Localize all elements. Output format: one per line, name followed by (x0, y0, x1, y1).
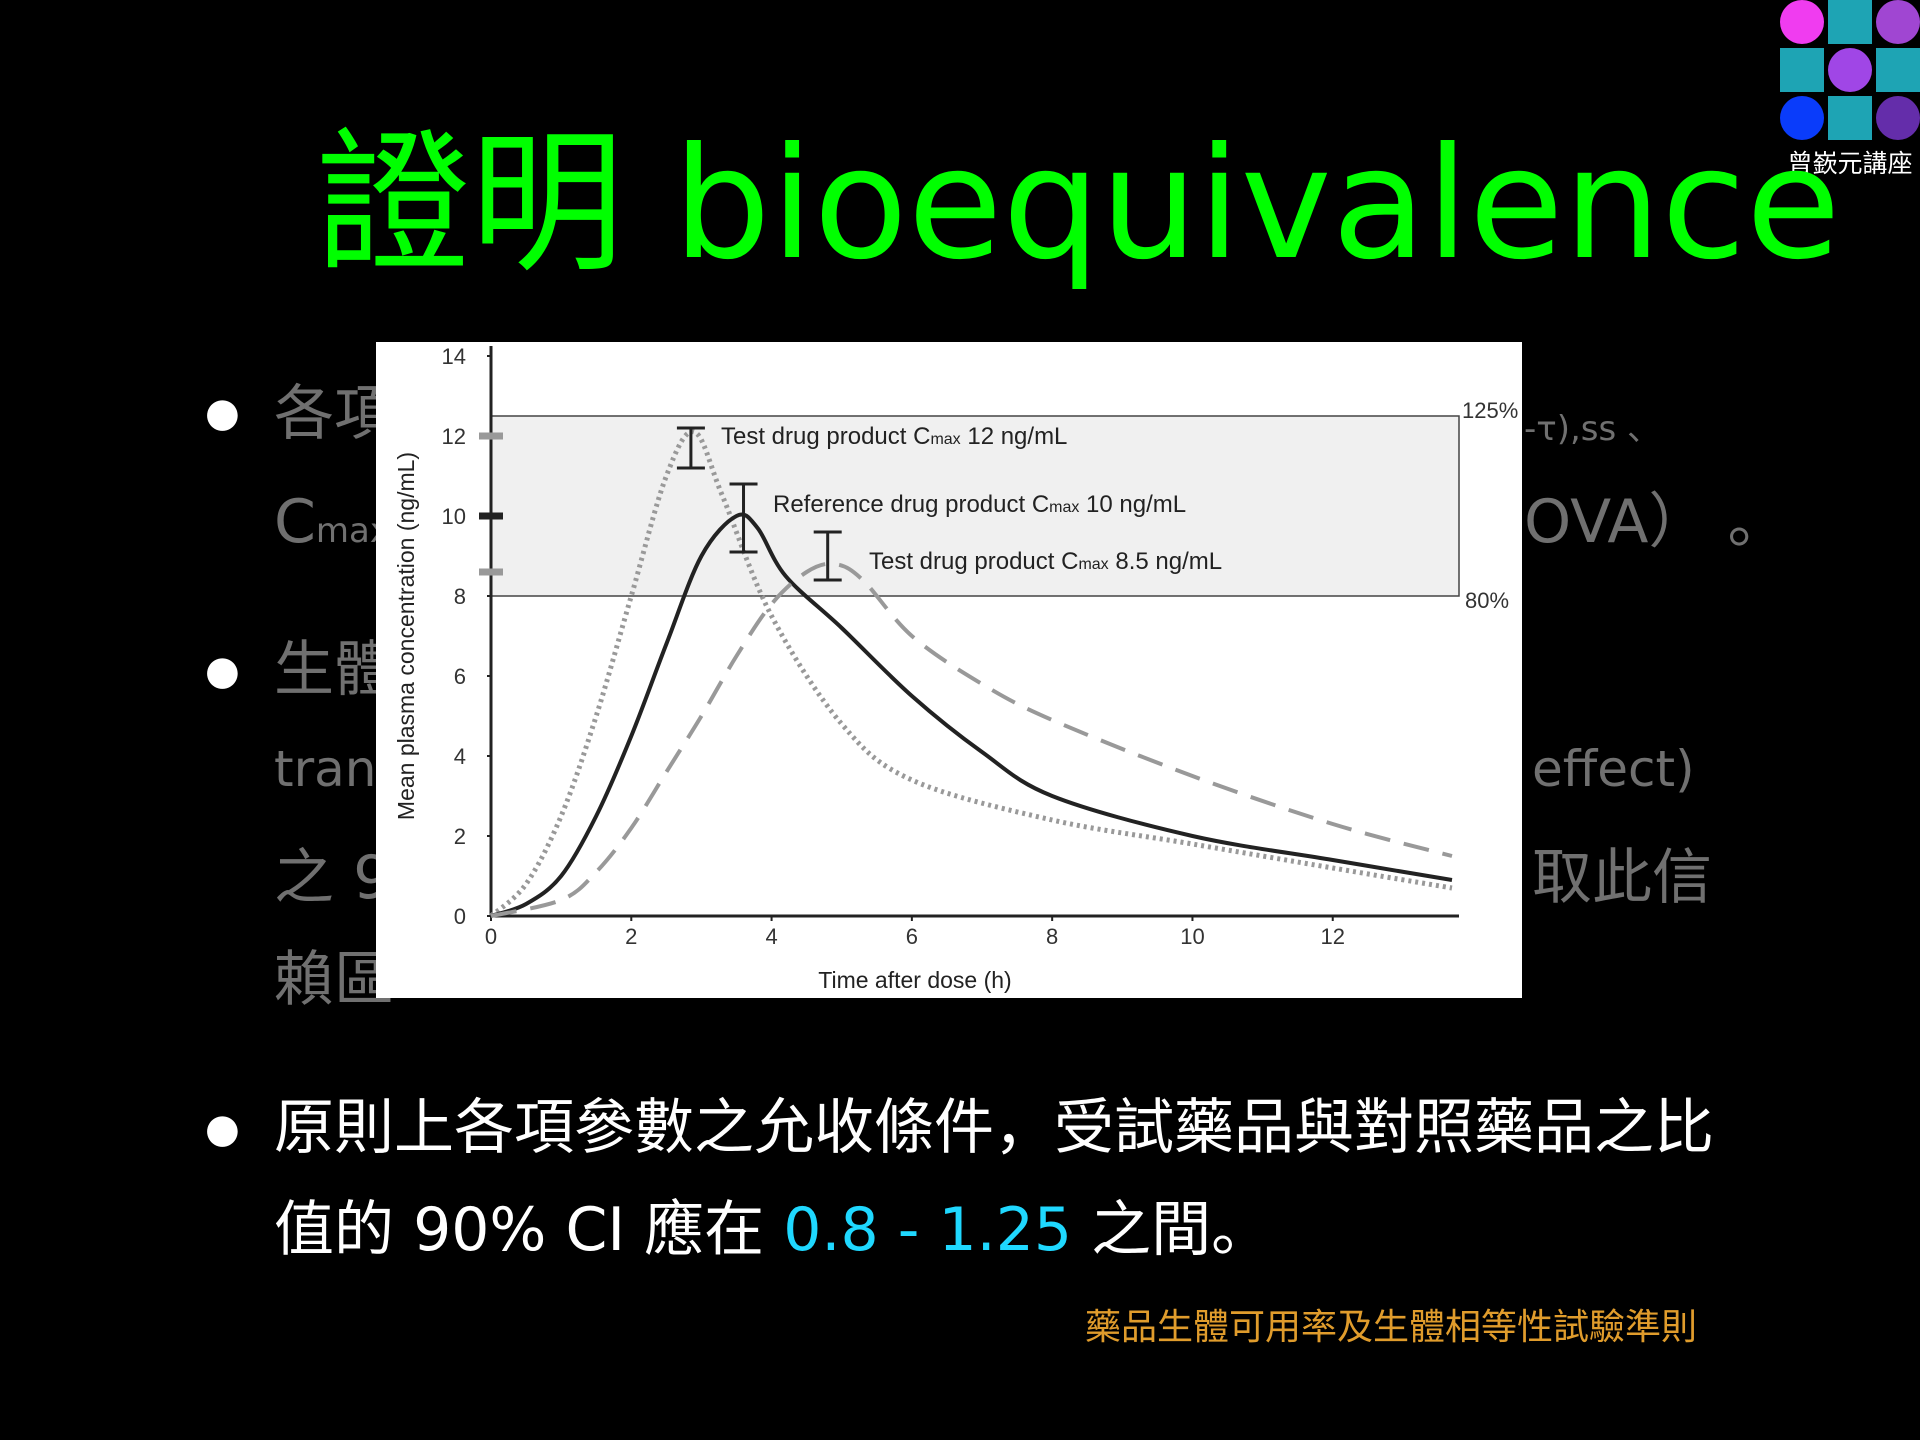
occluded-line5-end: 取此信 (1532, 843, 1712, 913)
bullet-dot-1: ● (205, 390, 240, 436)
annotation-label: Test drug product Cmax 8.5 ng/mL (869, 548, 1222, 575)
band-low-label: 80% (1465, 588, 1509, 613)
logo-cell (1876, 48, 1920, 92)
main-line2-suffix: 之間。 (1072, 1195, 1272, 1265)
bullet-dot-2: ● (205, 648, 240, 694)
y-tick-label: 0 (454, 904, 466, 929)
logo-cell (1780, 96, 1824, 140)
main-bullet-line2: 值的 90% CI 應在 0.8 - 1.25 之間。 (274, 1200, 1271, 1260)
slide-title: 證明 bioequivalence (316, 115, 1841, 294)
occluded-line4-end: effect) (1532, 740, 1695, 798)
logo-caption: 曾嶔元講座 (1787, 149, 1913, 178)
y-tick-label: 6 (454, 664, 466, 689)
chart-svg: 125% 80% 0 2 4 6 8 10 12 14 0 2 4 6 8 10 12 Time after do… (393, 344, 1518, 993)
logo-cell (1876, 0, 1920, 44)
series-line-solid (490, 512, 1453, 918)
main-bullet-line1: 原則上各項參數之允收條件，受試藥品與對照藥品之比 (274, 1093, 1714, 1163)
occluded-line1-start: 各項 (274, 379, 394, 449)
occluded-line1-end: -τ),ss 、 (1524, 409, 1662, 449)
acceptance-band (490, 415, 1460, 597)
y-tick-label: 12 (442, 424, 466, 449)
occluded-line3-start: 生體 (274, 635, 394, 705)
pk-chart: 125% 80% 0 2 4 6 8 10 12 14 0 2 4 6 8 10 12 Time after do… (376, 342, 1522, 998)
logo-cell (1828, 48, 1872, 92)
band-high-label: 125% (1462, 398, 1518, 423)
main-line2-prefix: 值的 90% CI 應在 (274, 1195, 784, 1265)
x-tick-label: 0 (485, 924, 497, 949)
logo-cell (1780, 0, 1824, 44)
x-tick-label: 6 (906, 924, 918, 949)
x-tick-label: 12 (1320, 924, 1344, 949)
occluded-line6-start: 賴區 (274, 945, 394, 1015)
logo-cell (1780, 48, 1824, 92)
annotation-label: Test drug product Cmax 12 ng/mL (721, 423, 1067, 450)
logo-grid (1780, 0, 1920, 140)
y-tick-label: 4 (454, 744, 466, 769)
logo-cell (1876, 96, 1920, 140)
source-citation: 藥品生體可用率及生體相等性試驗準則 (1085, 1307, 1698, 1348)
occluded-line2-start: Cmax (274, 492, 390, 552)
y-axis-label: Mean plasma concentration (ng/mL) (393, 452, 419, 820)
occluded-line4-start: tran (274, 740, 377, 798)
logo-cell (1828, 0, 1872, 44)
logo: 曾嶔元講座 (1780, 0, 1920, 178)
bullet-dot-3: ● (205, 1106, 240, 1152)
occluded-line5-start: 之 9 (274, 843, 392, 913)
occluded-line2-c: C (274, 487, 316, 557)
series-line-dotted (489, 429, 1453, 918)
logo-cell (1828, 96, 1872, 140)
x-axis-label: Time after dose (h) (818, 967, 1011, 993)
x-tick-label: 10 (1180, 924, 1204, 949)
series-line-dashed (490, 561, 1453, 918)
annotation-label: Reference drug product Cmax 10 ng/mL (773, 491, 1186, 518)
y-tick-label: 8 (454, 584, 466, 609)
ratio-range: 0.8 - 1.25 (783, 1195, 1073, 1265)
occluded-line2-end: OVA） 。 (1524, 487, 1788, 557)
y-tick-label: 2 (454, 824, 466, 849)
x-tick-label: 4 (765, 924, 777, 949)
x-tick-label: 8 (1046, 924, 1058, 949)
y-tick-label: 14 (442, 344, 466, 369)
x-tick-label: 2 (625, 924, 637, 949)
y-tick-label: 10 (442, 504, 466, 529)
